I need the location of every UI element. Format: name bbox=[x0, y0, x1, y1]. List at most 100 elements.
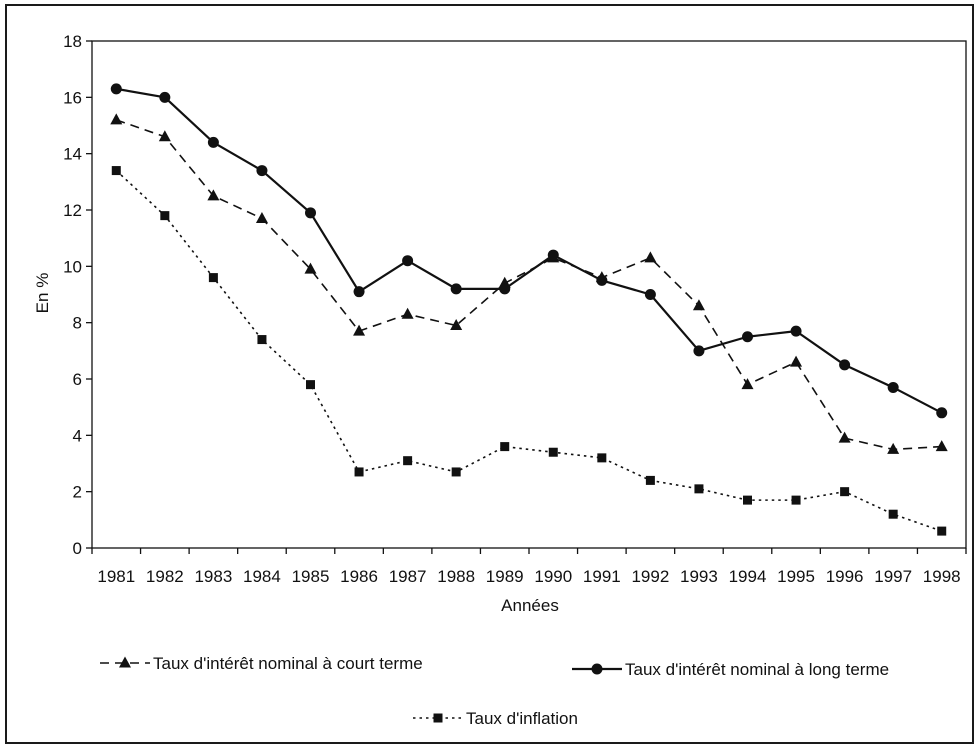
data-point bbox=[743, 495, 752, 505]
y-tick-label: 14 bbox=[63, 145, 82, 164]
data-point bbox=[887, 381, 899, 393]
x-tick-label: 1997 bbox=[874, 567, 912, 586]
data-point bbox=[694, 484, 704, 494]
data-point bbox=[306, 380, 315, 390]
data-point bbox=[403, 456, 413, 466]
data-point bbox=[160, 211, 170, 221]
data-point bbox=[547, 249, 559, 261]
data-point bbox=[353, 286, 365, 298]
x-tick-label: 1985 bbox=[292, 567, 330, 586]
data-point bbox=[451, 467, 461, 477]
plot-area-border bbox=[91, 40, 967, 549]
y-axis-label: En % bbox=[33, 273, 52, 314]
x-tick-label: 1983 bbox=[194, 567, 232, 586]
x-tick-label: 1993 bbox=[680, 567, 718, 586]
x-tick-label: 1988 bbox=[437, 567, 475, 586]
y-tick-label: 8 bbox=[73, 314, 82, 333]
x-tick-label: 1995 bbox=[777, 567, 815, 586]
series-square bbox=[111, 166, 947, 536]
legend-item: Taux d'inflation bbox=[413, 709, 578, 728]
data-point bbox=[645, 475, 655, 485]
data-point bbox=[644, 251, 657, 263]
data-point bbox=[693, 345, 705, 357]
data-point bbox=[839, 359, 851, 371]
x-tick-label: 1986 bbox=[340, 567, 378, 586]
legend: Taux d'intérêt nominal à court terme Taux… bbox=[100, 654, 889, 728]
data-point bbox=[741, 378, 754, 390]
data-point bbox=[790, 325, 802, 337]
y-tick-label: 2 bbox=[73, 483, 82, 502]
series-layer bbox=[110, 83, 948, 536]
data-point bbox=[450, 318, 463, 330]
data-point bbox=[208, 273, 218, 283]
data-point bbox=[790, 355, 803, 367]
data-point bbox=[207, 136, 219, 148]
legend-marker bbox=[433, 713, 443, 723]
data-point bbox=[110, 83, 122, 95]
y-tick-label: 0 bbox=[73, 539, 82, 558]
x-tick-label: 1992 bbox=[631, 567, 669, 586]
series-triangle bbox=[110, 113, 948, 454]
data-point bbox=[887, 442, 900, 454]
data-point bbox=[401, 307, 414, 319]
data-point bbox=[256, 165, 268, 177]
data-point bbox=[692, 299, 705, 311]
x-tick-label: 1984 bbox=[243, 567, 281, 586]
legend-label: Taux d'intérêt nominal à court terme bbox=[153, 654, 423, 673]
data-point bbox=[257, 335, 267, 345]
y-tick-label: 12 bbox=[63, 201, 82, 220]
data-point bbox=[499, 283, 511, 295]
legend-item: Taux d'intérêt nominal à long terme bbox=[572, 660, 889, 679]
data-point bbox=[936, 407, 948, 419]
data-point bbox=[840, 487, 850, 497]
y-tick-label: 6 bbox=[73, 370, 82, 389]
series-line bbox=[116, 119, 942, 451]
x-tick-label: 1990 bbox=[534, 567, 572, 586]
chart-axes: 0 2 4 6 8 10 12 14 16 18 1981 1982 1983 1984 1985 1986 1… bbox=[63, 32, 967, 586]
data-point bbox=[935, 440, 948, 452]
data-point bbox=[838, 431, 851, 443]
x-tick-label: 1981 bbox=[97, 567, 135, 586]
data-point bbox=[304, 262, 317, 274]
data-point bbox=[255, 211, 268, 223]
y-tick-label: 16 bbox=[63, 88, 82, 107]
x-tick-label: 1996 bbox=[826, 567, 864, 586]
data-point bbox=[159, 91, 171, 103]
data-point bbox=[110, 113, 123, 125]
data-point bbox=[158, 130, 171, 142]
x-tick-label: 1989 bbox=[486, 567, 524, 586]
x-axis-label: Années bbox=[501, 596, 559, 615]
x-tick-label: 1982 bbox=[146, 567, 184, 586]
legend-label: Taux d'intérêt nominal à long terme bbox=[625, 660, 889, 679]
data-point bbox=[644, 289, 656, 300]
data-point bbox=[402, 255, 414, 267]
x-tick-label: 1991 bbox=[583, 567, 621, 586]
data-point bbox=[596, 274, 608, 286]
data-point bbox=[305, 207, 316, 219]
legend-label: Taux d'inflation bbox=[466, 709, 578, 728]
series-line bbox=[116, 87, 943, 414]
data-point bbox=[353, 324, 366, 336]
data-point bbox=[450, 283, 462, 295]
data-point bbox=[597, 453, 607, 463]
x-tick-label: 1994 bbox=[729, 567, 767, 586]
data-point bbox=[548, 447, 558, 457]
data-point bbox=[888, 509, 898, 519]
data-point bbox=[500, 442, 510, 452]
data-point bbox=[937, 526, 947, 536]
x-tick-label: 1998 bbox=[923, 567, 961, 586]
legend-marker bbox=[591, 663, 603, 675]
data-point bbox=[111, 166, 121, 176]
x-tick-label: 1987 bbox=[389, 567, 427, 586]
series-line bbox=[115, 169, 942, 532]
y-tick-label: 10 bbox=[63, 257, 82, 276]
data-point bbox=[742, 331, 753, 343]
series-circle bbox=[110, 83, 948, 419]
legend-item: Taux d'intérêt nominal à court terme bbox=[100, 654, 423, 673]
data-point bbox=[207, 189, 220, 201]
data-point bbox=[791, 495, 801, 505]
legend-marker bbox=[119, 656, 131, 668]
y-tick-label: 4 bbox=[73, 426, 82, 445]
data-point bbox=[354, 467, 364, 477]
